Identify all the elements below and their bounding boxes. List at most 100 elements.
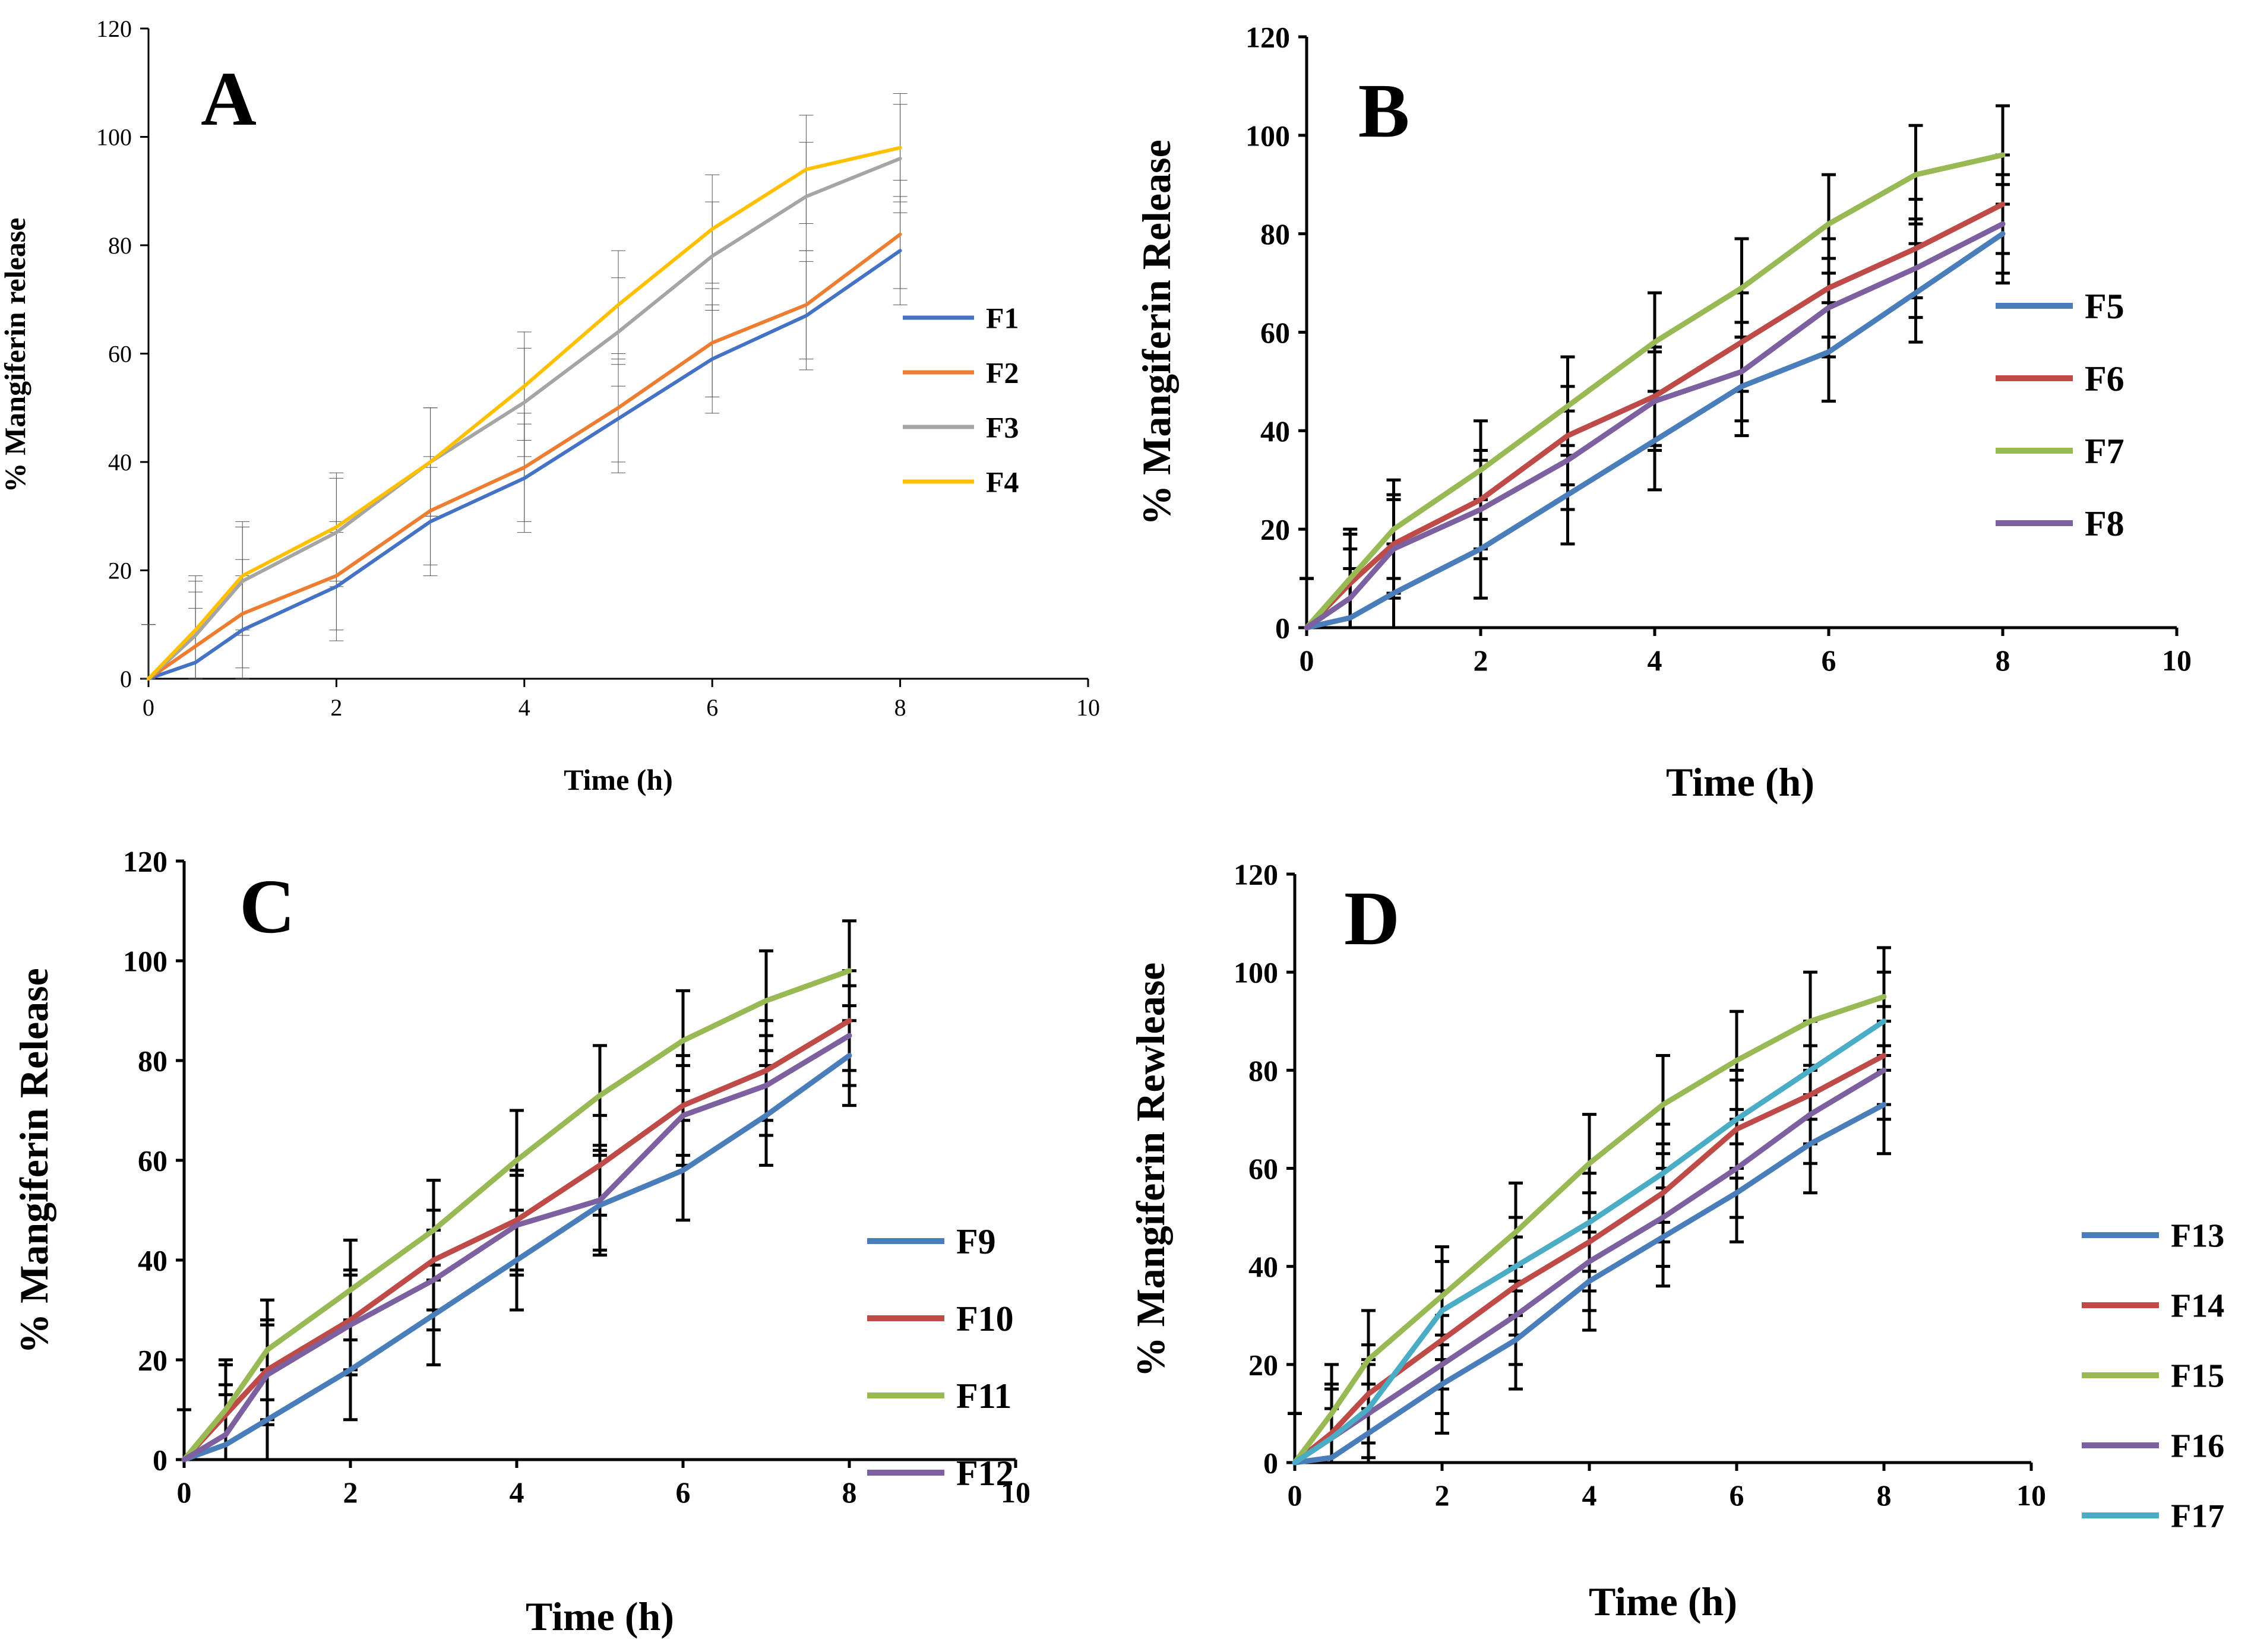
y-tick-label: 0 — [153, 1444, 167, 1477]
legend: F1 F2 F3 F4 — [903, 302, 1019, 499]
panel-letter: C — [239, 864, 295, 950]
x-tick-label: 10 — [2016, 1479, 2046, 1512]
y-tick-label: 100 — [96, 124, 132, 151]
y-tick-label: 40 — [138, 1244, 167, 1277]
x-tick-label: 10 — [2162, 644, 2192, 677]
y-axis-title: % Mangiferin Rewlease — [1128, 963, 1173, 1378]
series-line-f2 — [147, 232, 902, 681]
x-tick-label: 6 — [676, 1476, 691, 1509]
x-tick-label: 8 — [1996, 644, 2010, 677]
y-tick-label: 60 — [1260, 316, 1290, 349]
y-tick-label: 120 — [123, 845, 167, 878]
y-tick-label: 0 — [1275, 612, 1290, 645]
y-tick-label: 120 — [96, 15, 132, 42]
x-tick-label: 6 — [706, 694, 718, 721]
legend-label: F14 — [2171, 1288, 2224, 1325]
y-tick-label: 20 — [108, 558, 132, 584]
panel-letter: D — [1344, 876, 1400, 961]
legend-label: F5 — [2085, 287, 2124, 326]
legend-label: F11 — [956, 1376, 1011, 1416]
series-line-f8 — [1304, 221, 2006, 631]
legend-label: F10 — [956, 1299, 1014, 1338]
series-line-f3 — [147, 157, 902, 681]
x-tick-label: 4 — [519, 694, 530, 721]
legend-label: F3 — [986, 411, 1019, 444]
y-tick-label: 40 — [1248, 1250, 1278, 1283]
legend-label: F16 — [2171, 1428, 2224, 1465]
series-line-f15 — [1292, 993, 1887, 1466]
series-line-f11 — [181, 968, 852, 1463]
legend-label: F12 — [956, 1454, 1014, 1493]
y-axis-title: % Mangiferin Release — [1134, 140, 1179, 526]
x-tick-label: 0 — [1300, 644, 1314, 677]
legend-label: F15 — [2171, 1358, 2224, 1395]
y-tick-label: 80 — [138, 1045, 167, 1078]
legend-label: F4 — [986, 466, 1019, 499]
y-tick-label: 80 — [1260, 217, 1290, 251]
legend: F5 F6 F7 F8 — [1996, 287, 2124, 543]
legend-label: F9 — [956, 1222, 996, 1261]
series-line-f5 — [1304, 231, 2006, 631]
x-tick-label: 4 — [1582, 1479, 1597, 1512]
series-line-f10 — [181, 1018, 852, 1463]
x-tick-label: 0 — [143, 694, 154, 721]
y-tick-label: 100 — [123, 945, 167, 978]
y-tick-label: 0 — [1263, 1447, 1278, 1480]
series-line-f13 — [1292, 1102, 1887, 1466]
legend-label: F1 — [986, 302, 1019, 335]
x-tick-label: 2 — [1435, 1479, 1450, 1512]
series-line-f1 — [147, 249, 902, 681]
y-tick-label: 40 — [1260, 414, 1290, 448]
x-tick-label: 2 — [330, 694, 342, 721]
legend: F9 F10 F11 F12 — [867, 1222, 1014, 1493]
x-tick-label: 8 — [1877, 1479, 1892, 1512]
series-line-f7 — [1304, 152, 2006, 631]
series-line-f4 — [147, 145, 902, 681]
y-tick-label: 100 — [1245, 119, 1290, 152]
chart-panel-b: 0 20 40 60 80 100 120 0 2 4 6 8 10 Time (h) % Mangifer… — [1134, 21, 2192, 805]
y-tick-label: 80 — [1248, 1054, 1278, 1087]
y-tick-label: 120 — [1245, 21, 1290, 54]
y-tick-label: 0 — [120, 666, 132, 692]
x-tick-label: 10 — [1001, 1476, 1030, 1509]
series-line-f6 — [1304, 201, 2006, 631]
y-tick-label: 20 — [1248, 1348, 1278, 1381]
chart-panel-a: 0 20 40 60 80 100 120 0 2 4 6 8 10 Time (h) % Mangifer… — [0, 15, 1100, 796]
y-tick-label: 60 — [108, 341, 132, 368]
x-tick-label: 6 — [1822, 644, 1836, 677]
x-tick-label: 0 — [1288, 1479, 1302, 1512]
x-axis-title: Time (h) — [526, 1594, 674, 1639]
panel-letter: B — [1358, 68, 1410, 154]
y-tick-label: 120 — [1234, 858, 1278, 891]
y-tick-label: 60 — [138, 1144, 167, 1178]
x-axis-title: Time (h) — [564, 763, 673, 796]
x-axis-title: Time (h) — [1589, 1579, 1737, 1624]
x-tick-label: 2 — [1474, 644, 1488, 677]
x-tick-label: 8 — [842, 1476, 857, 1509]
chart-panel-d: 0 20 40 60 80 100 120 0 2 4 6 8 10 Time (h) % Mangifer… — [1128, 858, 2224, 1625]
x-tick-label: 0 — [177, 1476, 192, 1509]
y-tick-label: 20 — [1260, 513, 1290, 546]
series-line-f12 — [181, 1033, 852, 1463]
y-tick-label: 60 — [1248, 1152, 1278, 1185]
y-tick-label: 20 — [138, 1344, 167, 1377]
x-tick-label: 2 — [343, 1476, 358, 1509]
legend-label: F2 — [986, 356, 1019, 390]
legend-label: F7 — [2085, 432, 2124, 471]
legend-label: F17 — [2171, 1498, 2224, 1535]
legend: F13 F14 F15 F16 F17 — [2082, 1218, 2224, 1535]
series-line-f14 — [1292, 1053, 1887, 1466]
legend-label: F8 — [2085, 504, 2124, 543]
chart-panel-c: 0 20 40 60 80 100 120 0 2 4 6 8 10 Time (h) % Mangifer… — [11, 845, 1030, 1640]
series-line-f17 — [1292, 1018, 1887, 1466]
series-line-f9 — [181, 1053, 852, 1463]
y-tick-label: 80 — [108, 232, 132, 259]
x-tick-label: 6 — [1730, 1479, 1744, 1512]
legend-label: F13 — [2171, 1218, 2224, 1255]
panel-letter: A — [201, 56, 257, 142]
error-bars — [177, 919, 856, 1461]
x-axis-title: Time (h) — [1666, 759, 1814, 805]
x-tick-label: 8 — [894, 694, 906, 721]
x-tick-label: 4 — [510, 1476, 524, 1509]
